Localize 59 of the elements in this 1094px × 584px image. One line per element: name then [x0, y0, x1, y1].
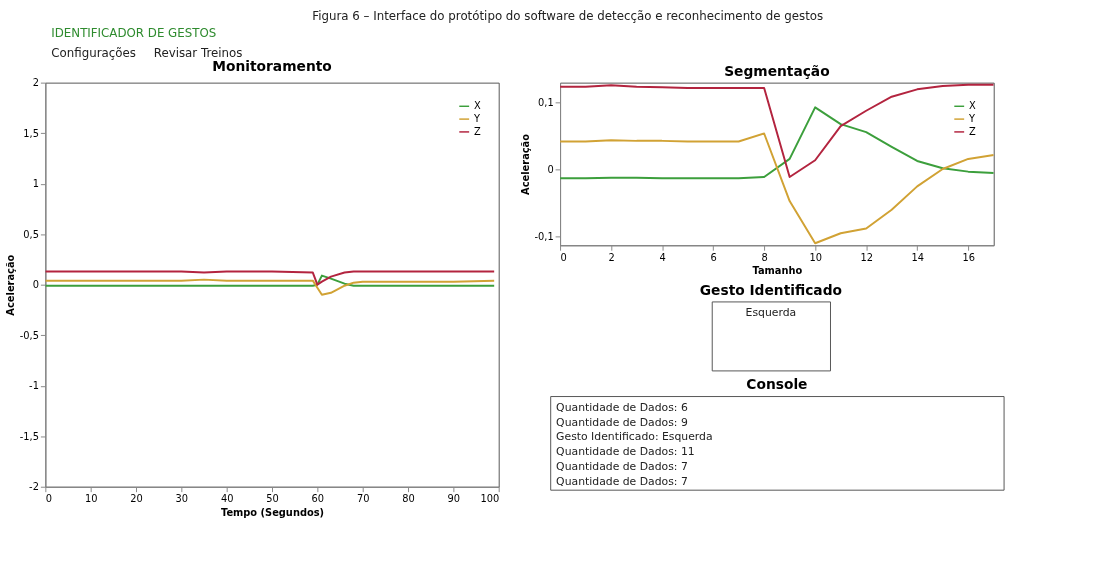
text: Configurações: [51, 46, 136, 61]
text: Quantidade de Dados: 7: [556, 459, 688, 473]
legend-label: Z: [474, 125, 482, 137]
x-tick-label: 80: [402, 493, 415, 504]
x-tick-label: 20: [130, 493, 143, 504]
line-series: [45, 278, 496, 296]
text: Esquerda: [745, 306, 797, 320]
line-series: [45, 270, 496, 286]
x-tick-label: 6: [710, 251, 717, 263]
legend-label: X: [474, 100, 482, 112]
x-tick-label: 14: [911, 251, 924, 263]
text: Console: [746, 376, 808, 393]
x-tick-label: 100: [480, 493, 500, 504]
legend-label: X: [969, 100, 977, 112]
x-tick-label: 90: [447, 493, 461, 504]
text: Quantidade de Dados: 11: [556, 445, 695, 459]
y-tick-label: -1: [29, 380, 39, 392]
x-tick-label: 70: [356, 493, 370, 504]
x-tick-label: 40: [220, 493, 234, 504]
x-tick-label: 16: [962, 251, 975, 263]
y-tick-label: -2: [29, 481, 39, 493]
text: Quantidade de Dados: 7: [556, 474, 688, 488]
x-tick-label: 0: [560, 251, 567, 263]
x-tick-label: 10: [809, 251, 822, 263]
x-tick-label: 50: [266, 493, 279, 504]
y-axis-title: Aceleração: [4, 254, 16, 316]
text: Quantidade de Dados: 6: [556, 400, 688, 414]
x-tick-label: 4: [659, 251, 666, 263]
y-tick-label: -1,5: [19, 430, 39, 442]
x-tick-label: 2: [608, 251, 615, 263]
text: Quantidade de Dados: 9: [556, 415, 688, 429]
text: Gesto Identificado: Esquerda: [556, 430, 713, 444]
legend-label: Y: [473, 113, 482, 125]
x-tick-label: 60: [311, 493, 325, 504]
x-tick-label: 8: [761, 251, 768, 263]
y-tick-label: -0,1: [534, 231, 554, 243]
y-tick-label: -0,5: [19, 329, 39, 341]
y-tick-label: 0: [32, 279, 39, 291]
y-tick-label: 0,5: [23, 228, 39, 240]
text: Figura 6 – Interface do protótipo do software de detecção e reconhecimento de gestos: [312, 8, 824, 23]
x-tick-label: 10: [84, 493, 98, 504]
text: IDENTIFICADOR DE GESTOS: [51, 26, 217, 41]
y-axis-title: Aceleração: [519, 133, 531, 195]
y-tick-label: 0,1: [538, 97, 554, 109]
x-tick-label: 0: [45, 493, 53, 504]
line-series: [45, 274, 496, 287]
x-tick-label: 12: [860, 251, 873, 263]
y-tick-label: 1: [32, 178, 39, 190]
y-tick-label: 1,5: [23, 127, 39, 139]
legend-label: Z: [969, 125, 977, 137]
chart-title: Segmentação: [724, 62, 830, 79]
line-series: [560, 83, 994, 178]
x-axis-title: Tempo (Segundos): [220, 506, 325, 518]
x-axis-title: Tamanho: [752, 265, 803, 277]
y-tick-label: 0: [547, 164, 554, 176]
text: Gesto Identificado: [699, 281, 842, 298]
x-tick-label: 30: [175, 493, 189, 504]
y-tick-label: 2: [32, 77, 39, 89]
legend-label: Y: [968, 113, 977, 125]
